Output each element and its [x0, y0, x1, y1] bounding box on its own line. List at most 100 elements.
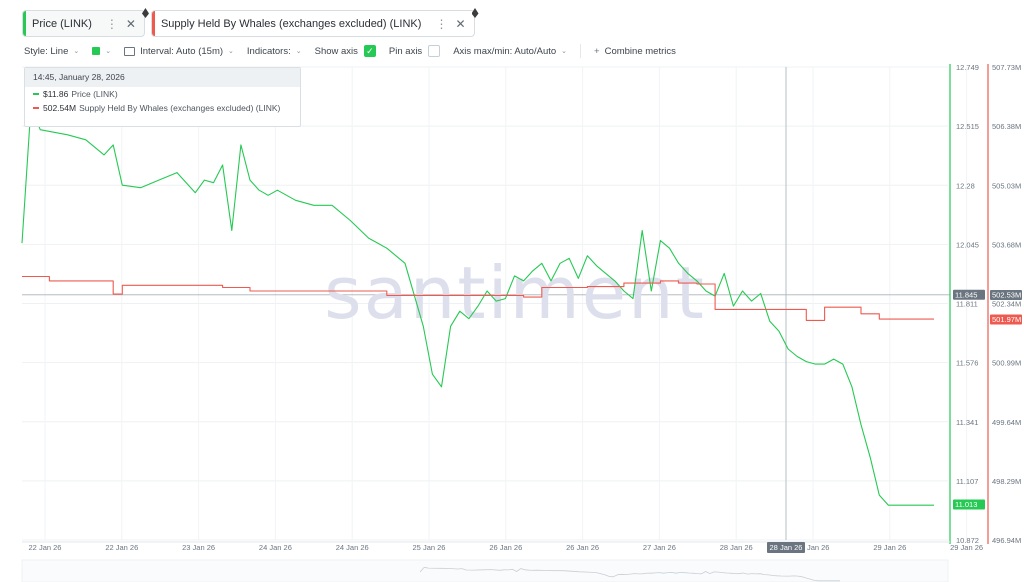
x-tick-label: 24 Jan 26	[259, 543, 292, 552]
y-left-tick-label: 11.576	[956, 359, 978, 368]
color-picker[interactable]: ⌄	[92, 47, 111, 55]
style-dropdown[interactable]: Style: Line ⌄	[24, 46, 79, 57]
whale-supply-series-line	[22, 275, 934, 321]
indicators-dropdown[interactable]: Indicators: ⌄	[247, 46, 302, 57]
tooltip-date: 14:45, January 28, 2026	[25, 68, 300, 87]
y-right-tick-label: 505.03M	[992, 181, 1021, 190]
axis-value-badge	[953, 499, 985, 510]
series-color-line	[33, 107, 39, 109]
tab-whale-supply[interactable]: Supply Held By Whales (exchanges exclude…	[150, 8, 479, 37]
metric-tabs: Price (LINK) ⋮ ✕ Supply Held By Whales (…	[22, 8, 479, 37]
chevron-down-icon: ⌄	[73, 48, 80, 55]
x-tick-label: 28 Jan 26	[720, 543, 753, 552]
x-tick-label: 26 Jan 26	[489, 543, 522, 552]
tooltip-label: Price (LINK)	[71, 89, 118, 99]
interval-icon	[124, 46, 136, 56]
tab-label: Price (LINK)	[32, 17, 92, 30]
axis-value-badge	[990, 289, 1022, 300]
y-right-tick-label: 502.34M	[992, 300, 1021, 309]
y-left-tick-label: 12.749	[956, 63, 979, 72]
tooltip-label: Supply Held By Whales (exchanges exclude…	[79, 103, 281, 113]
x-tick-label: 22 Jan 26	[29, 543, 62, 552]
combine-metrics-button[interactable]: + Combine metrics	[594, 46, 676, 57]
axis-value-badge-label: 502.53M	[992, 290, 1021, 299]
y-right-tick-label: 498.29M	[992, 477, 1021, 486]
axis-value-badge-label: 11.013	[955, 500, 977, 509]
y-right-tick-label: 499.64M	[992, 418, 1021, 427]
axis-maxmin-label: Axis max/min: Auto/Auto	[453, 45, 557, 57]
more-options-icon[interactable]: ⋮	[105, 16, 118, 31]
chart-series	[21, 103, 934, 506]
x-tick-label: 22 Jan 26	[105, 543, 138, 552]
axis-value-badge	[953, 289, 985, 300]
navigator-line	[419, 566, 840, 582]
axis-value-badge	[990, 314, 1022, 325]
checkbox-checked[interactable]: ✓	[363, 45, 376, 57]
chevron-down-icon: ⌄	[295, 48, 302, 55]
chevron-down-icon: ⌄	[561, 48, 568, 55]
ethereum-icon	[141, 8, 149, 18]
show-axis-toggle[interactable]: Show axis ✓	[315, 45, 376, 57]
watermark: santiment	[324, 251, 706, 335]
cursor-date-badge	[767, 542, 805, 553]
x-tick-label: 25 Jan 26	[413, 543, 446, 552]
y-right-tick-label: 506.38M	[992, 122, 1021, 131]
cursor-date-label: 28 Jan 26	[770, 543, 803, 552]
show-axis-label: Show axis	[314, 45, 358, 57]
y-right-tick-label: 500.99M	[992, 359, 1021, 368]
y-left-tick-label: 12.045	[956, 240, 979, 249]
y-right-tick-label: 503.68M	[992, 240, 1021, 249]
chart-tooltip: 14:45, January 28, 2026 $11.86 Price (LI…	[24, 67, 301, 127]
overview-navigator[interactable]	[21, 559, 949, 582]
x-tick-label: 29 Jan 26	[873, 543, 906, 552]
plus-icon: +	[594, 45, 600, 57]
ethereum-icon	[471, 8, 479, 18]
more-options-icon[interactable]: ⋮	[435, 16, 448, 31]
axis-maxmin-dropdown[interactable]: Axis max/min: Auto/Auto ⌄	[453, 46, 567, 57]
y-left-tick-label: 11.341	[956, 418, 978, 427]
y-left-tick-label: 10.872	[956, 536, 979, 545]
checkbox-unchecked[interactable]	[428, 45, 441, 57]
interval-label: Interval: Auto (15m)	[140, 45, 224, 57]
y-left-tick-label: 11.811	[956, 300, 978, 309]
x-tick-label: 29 Jan 26	[950, 543, 983, 552]
y-right-tick-label: 496.94M	[992, 536, 1021, 545]
price-series-line	[21, 103, 934, 506]
x-tick-label: 24 Jan 26	[336, 543, 369, 552]
x-tick-label: 23 Jan 26	[182, 543, 215, 552]
chevron-down-icon: ⌄	[228, 48, 234, 55]
tab-label: Supply Held By Whales (exchanges exclude…	[160, 17, 422, 30]
close-icon[interactable]: ✕	[125, 16, 136, 31]
pin-axis-label: Pin axis	[388, 45, 423, 57]
close-icon[interactable]: ✕	[455, 16, 466, 31]
axis-value-badge-label: 501.97M	[992, 315, 1021, 324]
x-tick-label: 27 Jan 26	[643, 543, 676, 552]
style-label: Style: Line	[24, 45, 69, 57]
pin-axis-toggle[interactable]: Pin axis	[388, 45, 441, 57]
chart-toolbar: Style: Line ⌄ ⌄ Interval: Auto (15m) ⌄ Ind…	[24, 44, 689, 58]
axis-value-badge-label: 11.845	[955, 290, 977, 299]
tooltip-value: 502.54M	[43, 103, 77, 113]
chevron-down-icon: ⌄	[105, 48, 112, 55]
y-left-tick-label: 12.28	[956, 181, 975, 190]
tooltip-row-whales: 502.54M Supply Held By Whales (exchanges…	[25, 101, 300, 115]
navigator-track	[21, 559, 949, 582]
tooltip-row-price: $11.86 Price (LINK)	[25, 87, 300, 101]
color-swatch	[92, 47, 101, 55]
chart-grid	[22, 66, 968, 541]
combine-label: Combine metrics	[604, 45, 676, 57]
x-tick-label: 28 Jan 26	[797, 543, 830, 552]
tooltip-value: $11.86	[43, 89, 69, 99]
tab-color-bar	[151, 11, 155, 36]
y-left-tick-label: 11.107	[956, 477, 978, 486]
x-tick-label: 26 Jan 26	[566, 543, 599, 552]
chart-axes: 12.749 507.73M 12.515 506.38M 12.28 505.03M 12…	[22, 63, 1021, 553]
tab-color-bar	[23, 11, 26, 36]
series-color-line	[33, 93, 39, 95]
interval-dropdown[interactable]: Interval: Auto (15m) ⌄	[124, 46, 234, 57]
tab-price[interactable]: Price (LINK) ⋮ ✕	[22, 8, 149, 37]
y-left-tick-label: 12.515	[956, 122, 979, 131]
indicators-label: Indicators:	[246, 45, 291, 57]
y-right-tick-label: 507.73M	[992, 63, 1021, 72]
